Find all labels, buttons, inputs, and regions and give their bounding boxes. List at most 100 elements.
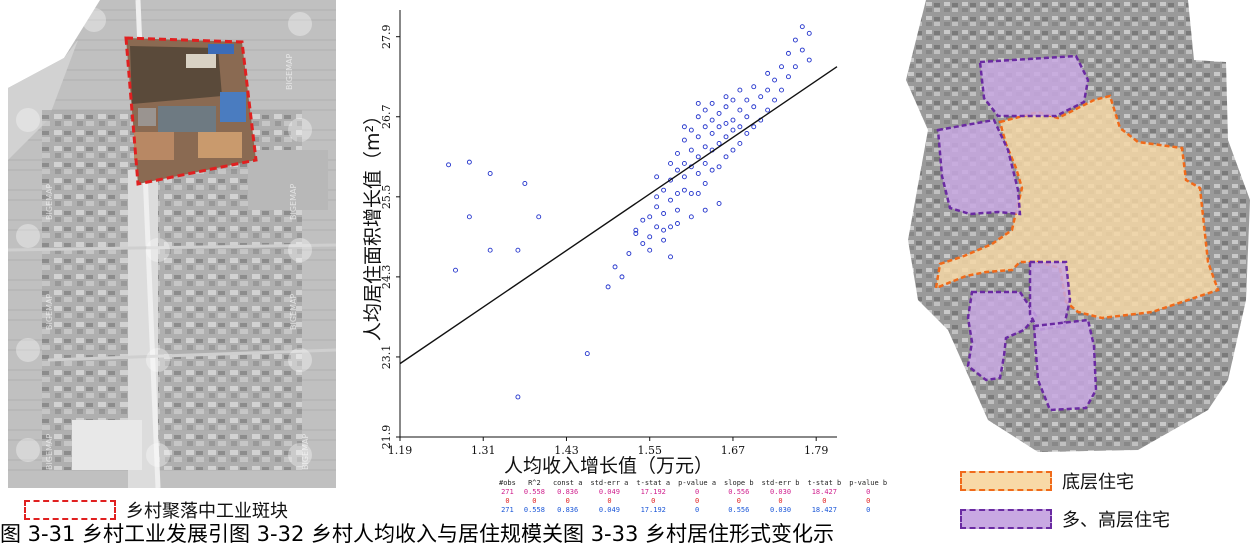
stats-cell: 0 (694, 488, 700, 496)
data-point (605, 284, 611, 290)
data-point (633, 231, 639, 236)
watermark-text: BIGEMAP (45, 184, 54, 220)
stats-row: #obs R^2 const a std-err a t-stat a p-value a… (495, 479, 891, 488)
regression-line (399, 66, 838, 365)
data-point (487, 171, 493, 176)
data-point (612, 264, 618, 270)
data-point (647, 234, 653, 240)
data-point (466, 214, 472, 220)
data-point (723, 120, 729, 126)
data-point (675, 150, 680, 156)
stats-cell: 0.049 (598, 506, 620, 514)
data-point (730, 97, 736, 103)
data-point (681, 174, 687, 180)
data-point (668, 197, 673, 203)
data-point (723, 104, 729, 110)
data-point (668, 254, 673, 260)
data-point (785, 74, 791, 80)
highrise-zones (936, 54, 1098, 412)
data-point (723, 134, 729, 140)
data-point (647, 214, 653, 220)
stats-cell: 0.049 (598, 488, 620, 496)
data-point (751, 104, 757, 110)
data-point (681, 161, 687, 166)
watermark-text: BIGEMAP (289, 184, 298, 220)
data-point (737, 124, 743, 130)
data-point (716, 110, 722, 116)
data-point (737, 87, 743, 93)
data-point (661, 237, 667, 243)
data-point (702, 161, 708, 166)
data-point (709, 130, 715, 136)
y-tick-label: 27.9 (380, 24, 393, 49)
data-point (716, 164, 722, 170)
stats-cell: 0 (694, 506, 700, 514)
stats-cell: 0 (866, 506, 871, 514)
stats-cell: 0 (694, 497, 700, 505)
data-point (695, 100, 701, 106)
settlement-map (906, 0, 1250, 452)
data-point (675, 221, 680, 226)
data-point (799, 24, 805, 30)
stats-cell: t-stat a (636, 479, 671, 487)
data-point (702, 107, 708, 113)
y-axis-title: 人均居住面积增长值（m²） (362, 106, 384, 341)
data-point (453, 267, 458, 273)
stats-cell: 0 (866, 497, 871, 505)
stats-cell: 18.427 (811, 506, 837, 514)
data-point (584, 351, 590, 357)
stats-cell: 0.556 (728, 488, 750, 496)
stats-cell: 271 (501, 506, 514, 514)
data-point (654, 174, 660, 180)
industrial-patch-outline (124, 36, 258, 186)
lowrise-legend: 底层住宅 (960, 468, 1134, 494)
data-point (654, 224, 660, 230)
data-point (515, 247, 521, 253)
data-point (702, 207, 708, 213)
x-axis-title: 人均收入增长值（万元） (504, 455, 713, 477)
y-tick-label: 26.7 (380, 105, 393, 130)
data-point (688, 147, 694, 153)
stats-cell: std-err b (761, 479, 800, 487)
data-point (688, 191, 694, 196)
data-point (751, 84, 757, 90)
y-tick-label: 23.1 (380, 345, 393, 370)
data-point (758, 94, 764, 100)
stats-cell: p-value a (678, 479, 717, 487)
data-point (668, 224, 673, 230)
stats-row: 271 0.558 0.836 0.049 17.192 0 0.556 0.030 18.42… (495, 506, 891, 515)
stats-cell: 17.192 (640, 488, 666, 496)
stats-cell: 0.558 (523, 506, 545, 514)
x-tick-label: 1.67 (721, 444, 746, 457)
data-point (675, 207, 680, 213)
left-legend: 乡村聚落中工业斑块 (24, 497, 288, 523)
y-tick-label: 24.3 (380, 265, 393, 290)
stats-row: 0 0 0 0 0 0 0 0 0 0 (495, 497, 891, 506)
lowrise-legend-swatch (960, 471, 1052, 491)
watermark-text: BIGEMAP (45, 294, 54, 330)
lowrise-legend-label: 底层住宅 (1062, 472, 1134, 493)
stats-cell: 18.427 (811, 488, 837, 496)
data-point (695, 114, 701, 120)
data-point (647, 247, 653, 253)
data-point (806, 30, 812, 36)
stats-cell: #obs (499, 479, 516, 487)
data-point (522, 181, 528, 186)
stats-cell: 0 (822, 497, 827, 505)
x-tick-label: 1.31 (471, 444, 496, 457)
data-point (661, 187, 667, 193)
industrial-legend-swatch (24, 500, 116, 520)
data-point (681, 187, 687, 193)
plot-frame (399, 10, 837, 438)
data-point (799, 47, 805, 53)
data-point (744, 130, 750, 136)
data-point (668, 161, 673, 166)
regression-stats-table: #obs R^2 const a std-err a t-stat a p-value a… (495, 479, 891, 515)
data-point (730, 147, 736, 153)
stats-cell: 17.192 (640, 506, 666, 514)
stats-cell: std-err a (590, 479, 629, 487)
data-point (661, 227, 667, 233)
x-tick-label: 1.55 (637, 444, 662, 457)
stats-cell: 0.030 (769, 488, 792, 496)
data-point (737, 107, 743, 113)
